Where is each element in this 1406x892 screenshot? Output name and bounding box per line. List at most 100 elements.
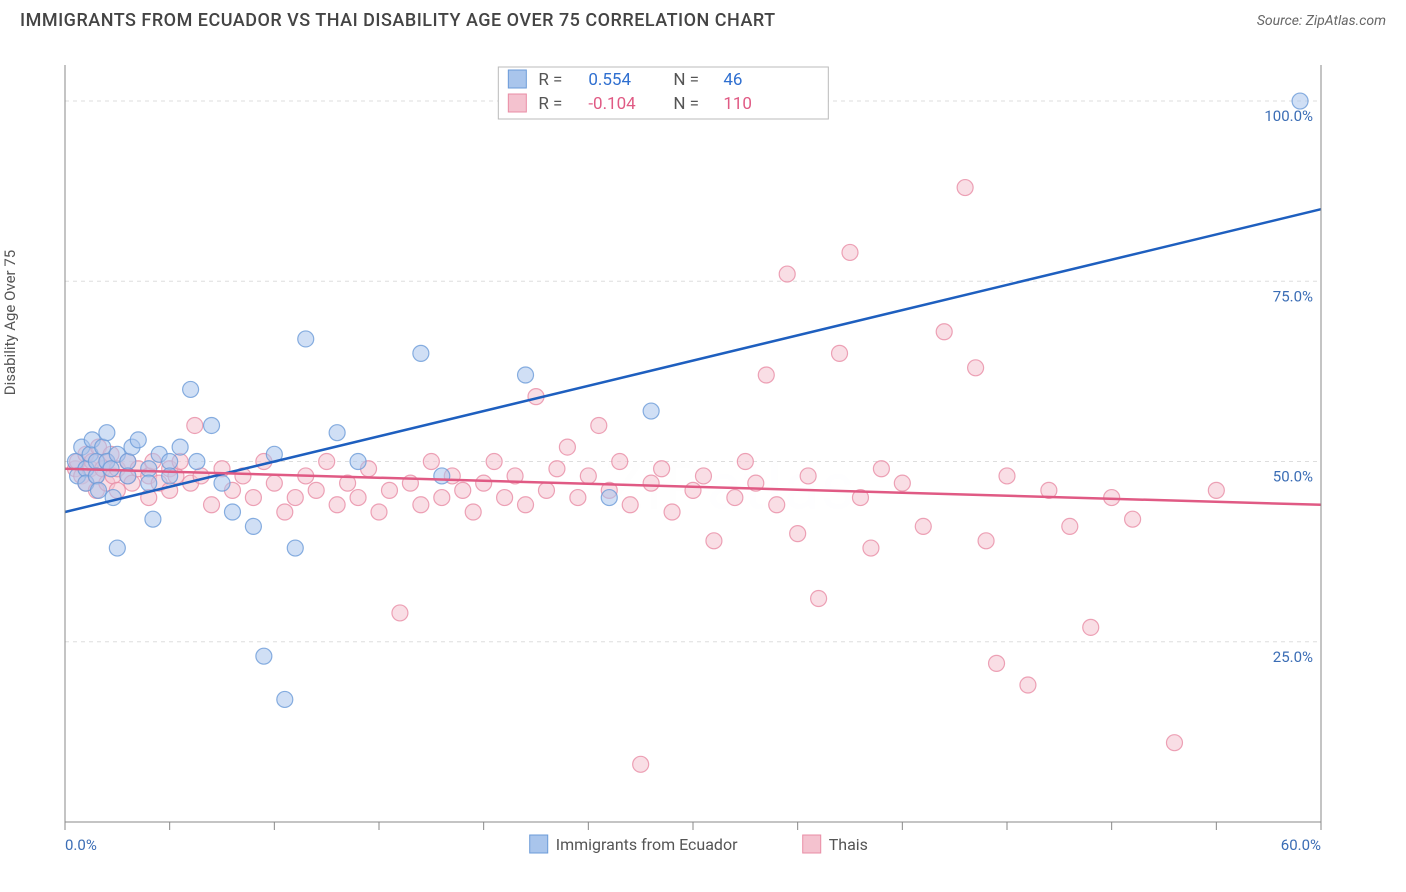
- data-point: [664, 504, 680, 520]
- chart-title: IMMIGRANTS FROM ECUADOR VS THAI DISABILI…: [20, 10, 776, 31]
- data-point: [277, 504, 293, 520]
- data-point: [204, 497, 220, 513]
- data-point: [298, 331, 314, 347]
- data-point: [1020, 677, 1036, 693]
- data-point: [287, 540, 303, 556]
- data-point: [968, 360, 984, 376]
- data-point: [706, 533, 722, 549]
- data-point: [1062, 518, 1078, 534]
- x-tick-label: 60.0%: [1281, 836, 1321, 854]
- legend-r-label: R =: [538, 94, 562, 114]
- data-point: [224, 504, 240, 520]
- data-point: [591, 417, 607, 433]
- legend-n-label: N =: [673, 70, 699, 90]
- data-point: [465, 504, 481, 520]
- data-point: [727, 490, 743, 506]
- legend-swatch-ecuador: [508, 70, 526, 88]
- data-point: [141, 461, 157, 477]
- legend-swatch-thais: [508, 94, 526, 112]
- data-point: [455, 482, 471, 498]
- data-point: [758, 367, 774, 383]
- data-point: [350, 490, 366, 506]
- data-point: [476, 475, 492, 491]
- data-point: [1125, 511, 1141, 527]
- data-point: [214, 475, 230, 491]
- data-point: [999, 468, 1015, 484]
- data-point: [695, 468, 711, 484]
- data-point: [266, 475, 282, 491]
- data-point: [1208, 482, 1224, 498]
- data-point: [612, 454, 628, 470]
- data-point: [915, 518, 931, 534]
- scatter-chart: ZIPatlas0.0%60.0%25.0%50.0%75.0%100.0%R …: [15, 40, 1391, 877]
- data-point: [863, 540, 879, 556]
- data-point: [287, 490, 303, 506]
- data-point: [811, 591, 827, 607]
- data-point: [381, 482, 397, 498]
- data-point: [145, 511, 161, 527]
- bottom-legend-label: Thais: [829, 835, 868, 854]
- legend-n-value: 46: [723, 70, 742, 90]
- data-point: [936, 324, 952, 340]
- data-point: [643, 403, 659, 419]
- bottom-legend-swatch-thais: [803, 835, 821, 853]
- legend-r-label: R =: [538, 70, 562, 90]
- data-point: [1166, 735, 1182, 751]
- data-point: [1083, 619, 1099, 635]
- data-point: [832, 345, 848, 361]
- data-point: [162, 454, 178, 470]
- data-point: [643, 475, 659, 491]
- data-point: [319, 454, 335, 470]
- data-point: [183, 381, 199, 397]
- data-point: [308, 482, 324, 498]
- y-axis-label: Disability Age Over 75: [1, 249, 19, 394]
- data-point: [105, 490, 121, 506]
- data-point: [130, 432, 146, 448]
- data-point: [622, 497, 638, 513]
- source-label: Source: ZipAtlas.com: [1257, 13, 1386, 29]
- data-point: [141, 475, 157, 491]
- data-point: [779, 266, 795, 282]
- data-point: [570, 490, 586, 506]
- legend-r-value: 0.554: [588, 70, 631, 90]
- data-point: [371, 504, 387, 520]
- data-point: [434, 490, 450, 506]
- legend-n-label: N =: [673, 94, 699, 114]
- data-point: [737, 454, 753, 470]
- data-point: [245, 518, 261, 534]
- data-point: [518, 367, 534, 383]
- data-point: [277, 691, 293, 707]
- data-point: [329, 425, 345, 441]
- data-point: [654, 461, 670, 477]
- y-tick-label: 50.0%: [1273, 468, 1313, 486]
- data-point: [189, 454, 205, 470]
- data-point: [538, 482, 554, 498]
- data-point: [95, 439, 111, 455]
- data-point: [256, 648, 272, 664]
- y-tick-label: 100.0%: [1264, 107, 1313, 125]
- data-point: [434, 468, 450, 484]
- data-point: [873, 461, 889, 477]
- data-point: [685, 482, 701, 498]
- data-point: [204, 417, 220, 433]
- data-point: [120, 454, 136, 470]
- data-point: [245, 490, 261, 506]
- data-point: [894, 475, 910, 491]
- data-point: [957, 180, 973, 196]
- data-point: [769, 497, 785, 513]
- data-point: [90, 482, 106, 498]
- data-point: [790, 526, 806, 542]
- data-point: [99, 425, 115, 441]
- data-point: [172, 439, 188, 455]
- data-point: [413, 345, 429, 361]
- data-point: [978, 533, 994, 549]
- y-tick-label: 75.0%: [1273, 287, 1313, 305]
- legend-r-value: -0.104: [588, 94, 636, 114]
- legend-n-value: 110: [723, 94, 752, 114]
- data-point: [497, 490, 513, 506]
- data-point: [633, 756, 649, 772]
- data-point: [413, 497, 429, 513]
- data-point: [601, 490, 617, 506]
- data-point: [392, 605, 408, 621]
- bottom-legend-swatch-ecuador: [530, 835, 548, 853]
